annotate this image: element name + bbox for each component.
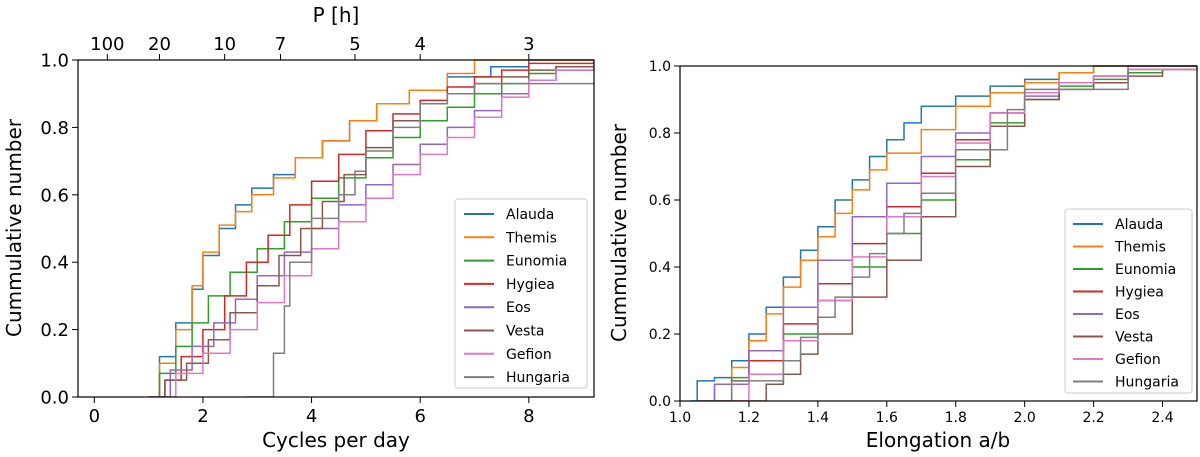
legend-label: Hygiea (1115, 285, 1164, 301)
y-tick-label: 0.2 (40, 320, 69, 341)
y-tick-label: 0.0 (649, 394, 671, 410)
series-line-hungaria (246, 82, 594, 397)
legend-label: Alauda (506, 207, 554, 223)
x-tick-label: 2.0 (1014, 410, 1036, 426)
right-legend-box (1064, 208, 1193, 394)
right-series-lines (690, 65, 1197, 401)
y-tick-label: 0.6 (649, 193, 671, 209)
top-tick-label: 5 (349, 34, 360, 55)
top-tick-label: 7 (275, 34, 286, 55)
left-legend-box (454, 198, 588, 389)
left-legend-items: Alauda Themis Eunomia Hygiea Eos Vesta Gefion H… (464, 207, 570, 386)
right-panel: 1.0 1.2 1.4 1.6 1.8 2.0 2.2 2.4 0.0 0.2 0.4 0.6 0.8… (607, 59, 1198, 452)
x-tick-label: 1.4 (807, 410, 829, 426)
x-tick-label: 1.8 (945, 410, 967, 426)
legend-label: Eunomia (1115, 262, 1176, 278)
x-tick-label: 4 (306, 406, 317, 427)
legend-label: Themis (505, 230, 557, 246)
x-tick-label: 2.4 (1151, 410, 1173, 426)
left-x-ticks: 0 2 4 6 8 (89, 397, 535, 427)
y-tick-label: 1.0 (40, 50, 69, 71)
y-tick-label: 0.0 (40, 387, 69, 408)
legend-label: Hygiea (506, 277, 555, 293)
y-tick-label: 0.4 (649, 260, 671, 276)
left-panel: 0 2 4 6 8 0.0 0.2 0.4 0.6 0.8 1.0 100 20 10 7 5 4 3 Cyc… (2, 3, 595, 452)
legend-label: Gefion (1115, 352, 1161, 368)
legend-label: Hungaria (506, 370, 570, 386)
right-y-axis-title: Cummulative number (607, 123, 631, 342)
left-series-lines (148, 59, 594, 397)
x-tick-label: 0 (89, 406, 100, 427)
legend-label: Gefion (506, 347, 552, 363)
left-top-ticks: 100 20 10 7 5 4 3 (90, 34, 535, 60)
x-tick-label: 1.0 (669, 410, 691, 426)
top-tick-label: 3 (523, 34, 534, 55)
top-tick-label: 4 (414, 34, 425, 55)
legend-label: Vesta (506, 324, 544, 340)
y-tick-label: 1.0 (649, 59, 671, 75)
legend-label: Themis (1114, 240, 1166, 256)
series-line-vesta (148, 63, 594, 397)
series-line-gefion (148, 63, 594, 397)
left-legend: Alauda Themis Eunomia Hygiea Eos Vesta Gefion H… (454, 198, 588, 389)
left-y-ticks: 0.0 0.2 0.4 0.6 0.8 1.0 (40, 50, 78, 408)
right-legend: Alauda Themis Eunomia Hygiea Eos Vesta Gefion H… (1064, 208, 1193, 394)
x-tick-label: 1.6 (876, 410, 898, 426)
x-tick-label: 6 (414, 406, 425, 427)
legend-label: Hungaria (1115, 375, 1179, 391)
top-tick-label: 10 (213, 34, 236, 55)
legend-label: Eos (1115, 307, 1140, 323)
legend-label: Eunomia (506, 254, 567, 270)
top-tick-label: 100 (90, 34, 124, 55)
right-y-ticks: 0.0 0.2 0.4 0.6 0.8 1.0 (649, 59, 680, 410)
x-tick-label: 1.2 (738, 410, 760, 426)
top-tick-label: 20 (148, 34, 171, 55)
y-tick-label: 0.8 (40, 118, 69, 139)
legend-label: Vesta (1115, 330, 1153, 346)
x-tick-label: 2 (197, 406, 208, 427)
left-y-axis-title: Cummulative number (2, 118, 26, 337)
right-x-axis-title: Elongation a/b (866, 428, 1010, 452)
y-tick-label: 0.4 (40, 253, 69, 274)
right-x-ticks: 1.0 1.2 1.4 1.6 1.8 2.0 2.2 2.4 (669, 401, 1174, 426)
y-tick-label: 0.2 (649, 327, 671, 343)
right-plot-frame (679, 65, 1198, 402)
left-x-axis-title: Cycles per day (262, 428, 410, 452)
left-plot-frame (77, 59, 595, 398)
x-tick-label: 8 (523, 406, 534, 427)
y-tick-label: 0.8 (649, 126, 671, 142)
series-line-hygiea (148, 60, 594, 397)
y-tick-label: 0.6 (40, 185, 69, 206)
legend-label: Eos (506, 300, 531, 316)
series-line-hungaria (697, 65, 1197, 401)
left-top-axis-title: P [h] (313, 3, 360, 27)
legend-label: Alauda (1115, 217, 1163, 233)
x-tick-label: 2.2 (1082, 410, 1104, 426)
right-legend-items: Alauda Themis Eunomia Hygiea Eos Vesta Gefion H… (1073, 217, 1179, 391)
